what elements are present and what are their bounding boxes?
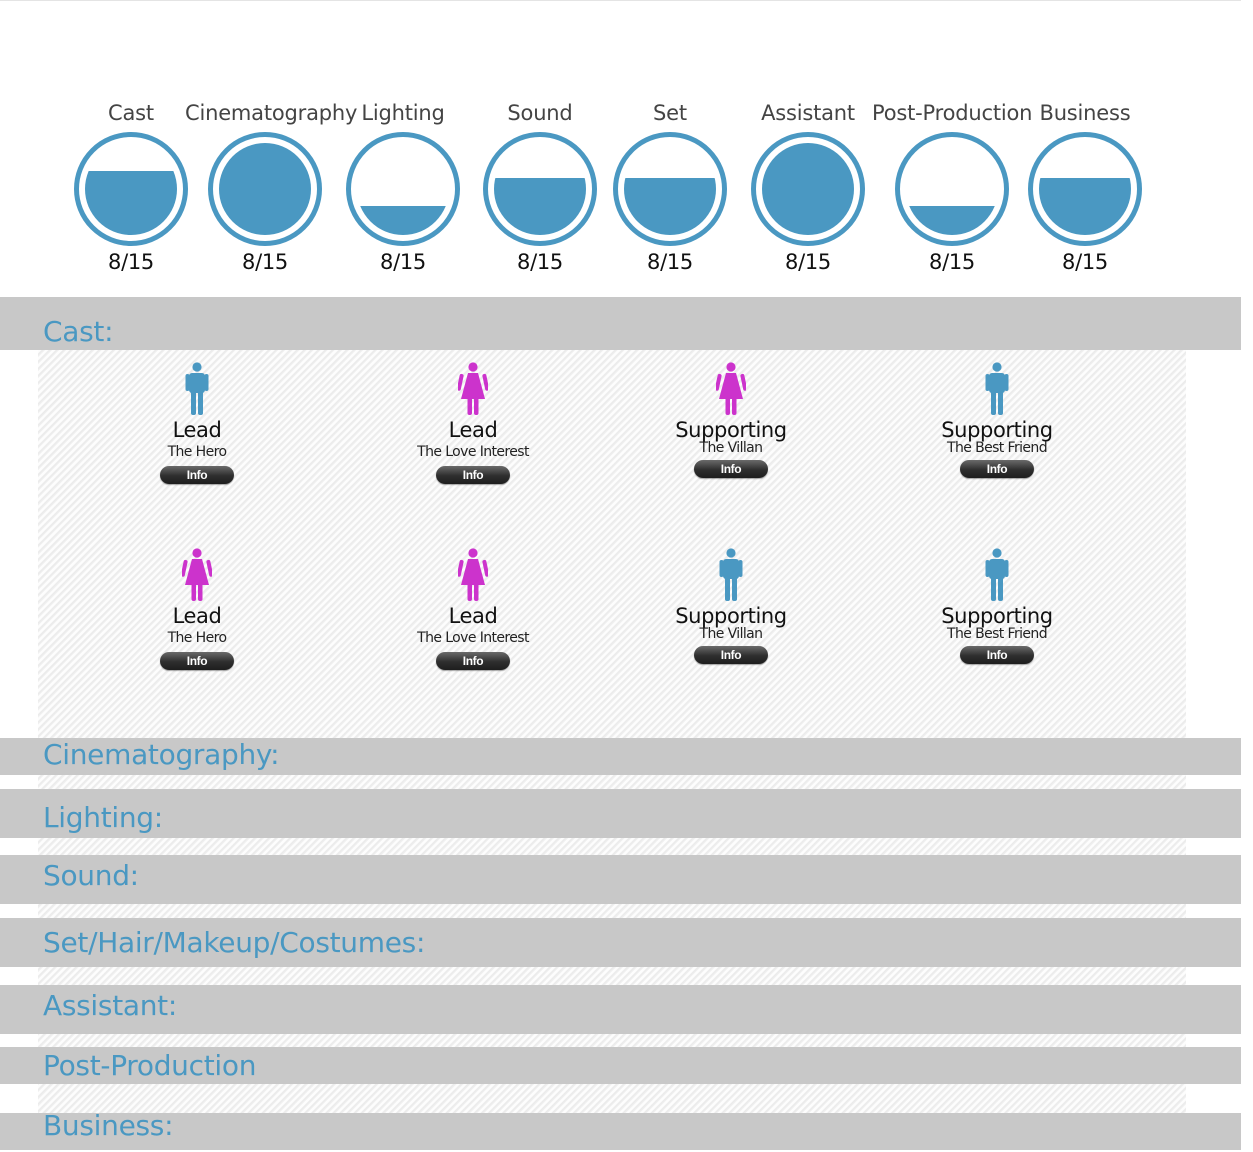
info-button[interactable]: Info	[694, 460, 768, 478]
gauge-label: Post-Production	[872, 101, 1033, 125]
gauge-fill	[624, 177, 716, 235]
gauge-label: Business	[1039, 101, 1131, 125]
cast-character: The Love Interest	[417, 630, 529, 646]
cast-role: Lead	[172, 418, 222, 442]
gauge-ring	[483, 132, 597, 246]
cast-character: The Hero	[167, 630, 227, 646]
gauge-ring	[74, 132, 188, 246]
gauge-fill	[219, 143, 311, 235]
gauge-ring	[895, 132, 1009, 246]
info-button[interactable]: Info	[960, 646, 1034, 664]
gauge-ring	[613, 132, 727, 246]
gauge-value: 8/15	[929, 250, 975, 274]
section-set[interactable]: Set/Hair/Makeup/Costumes:	[0, 918, 1241, 967]
gauge-label: Sound	[507, 101, 573, 125]
gauge-label: Set	[653, 101, 687, 125]
gauge-value: 8/15	[242, 250, 288, 274]
section-title-sound: Sound:	[43, 859, 139, 892]
gauge-sound[interactable]: Sound 8/15	[460, 100, 620, 274]
gauge-value: 8/15	[647, 250, 693, 274]
cast-card: Supporting The Best Friend Info	[907, 548, 1087, 664]
cast-role: Supporting	[675, 418, 787, 442]
female-person-icon	[714, 362, 748, 416]
gauge-fill	[1039, 177, 1131, 235]
info-button[interactable]: Info	[160, 652, 234, 670]
gauge-ring	[751, 132, 865, 246]
info-button[interactable]: Info	[960, 460, 1034, 478]
female-person-icon	[456, 362, 490, 416]
gauge-fill	[762, 143, 854, 235]
cast-card: Lead The Love Interest Info	[383, 362, 563, 484]
cast-role: Lead	[448, 418, 498, 442]
male-person-icon	[982, 362, 1012, 416]
gauge-fill	[357, 205, 449, 235]
gauge-ring	[208, 132, 322, 246]
section-title-cast: Cast:	[43, 315, 114, 348]
cast-card: Lead The Love Interest Info	[383, 548, 563, 670]
section-business[interactable]: Business:	[0, 1109, 1241, 1150]
section-lighting[interactable]: Lighting:	[0, 789, 1241, 838]
gauge-label: Assistant	[761, 101, 855, 125]
gauge-label: Lighting	[361, 101, 445, 125]
section-title-set: Set/Hair/Makeup/Costumes:	[43, 926, 426, 959]
gauge-ring	[1028, 132, 1142, 246]
section-title-lighting: Lighting:	[43, 801, 163, 834]
gauge-cinematography[interactable]: Cinematography 8/15	[185, 100, 358, 274]
gauge-value: 8/15	[380, 250, 426, 274]
cast-character: The Best Friend	[947, 626, 1048, 642]
top-divider	[0, 0, 1241, 1]
info-button[interactable]: Info	[436, 652, 510, 670]
gauge-value: 8/15	[517, 250, 563, 274]
gauge-ring	[346, 132, 460, 246]
gauge-label: Cinematography	[185, 101, 358, 125]
cast-card: Supporting The Villan Info	[641, 362, 821, 478]
female-person-icon	[180, 548, 214, 602]
gauge-fill	[906, 205, 998, 235]
cast-character: The Best Friend	[947, 440, 1048, 456]
gauge-assistant[interactable]: Assistant 8/15	[728, 100, 888, 274]
section-post-production[interactable]: Post-Production	[0, 1047, 1241, 1084]
cast-card: Lead The Hero Info	[107, 548, 287, 670]
gauge-cast[interactable]: Cast 8/15	[51, 100, 211, 274]
male-person-icon	[982, 548, 1012, 602]
info-button[interactable]: Info	[160, 466, 234, 484]
gauge-post-production[interactable]: Post-Production 8/15	[872, 100, 1032, 274]
cast-card: Supporting The Best Friend Info	[907, 362, 1087, 478]
gauge-fill	[494, 177, 586, 235]
gauge-value: 8/15	[785, 250, 831, 274]
section-assistant[interactable]: Assistant:	[0, 985, 1241, 1034]
gauge-fill	[85, 170, 177, 235]
info-button[interactable]: Info	[694, 646, 768, 664]
cast-character: The Hero	[167, 444, 227, 460]
gauge-business[interactable]: Business 8/15	[1005, 100, 1165, 274]
female-person-icon	[456, 548, 490, 602]
gauge-value: 8/15	[108, 250, 154, 274]
cast-role: Lead	[448, 604, 498, 628]
gauge-lighting[interactable]: Lighting 8/15	[323, 100, 483, 274]
cast-character: The Love Interest	[417, 444, 529, 460]
male-person-icon	[182, 362, 212, 416]
cast-card: Supporting The Villan Info	[641, 548, 821, 664]
section-title-post-production: Post-Production	[43, 1049, 257, 1082]
section-title-cinematography: Cinematography:	[43, 738, 280, 771]
info-button[interactable]: Info	[436, 466, 510, 484]
section-title-assistant: Assistant:	[43, 989, 177, 1022]
cast-role: Supporting	[675, 604, 787, 628]
male-person-icon	[716, 548, 746, 602]
cast-character: The Villan	[699, 440, 763, 456]
section-cinematography[interactable]: Cinematography:	[0, 738, 1241, 775]
cast-role: Lead	[172, 604, 222, 628]
cast-card: Lead The Hero Info	[107, 362, 287, 484]
cast-role: Supporting	[941, 604, 1053, 628]
gauge-label: Cast	[108, 101, 154, 125]
gauge-value: 8/15	[1062, 250, 1108, 274]
gauge-set[interactable]: Set 8/15	[590, 100, 750, 274]
section-title-business: Business:	[43, 1109, 174, 1142]
section-sound[interactable]: Sound:	[0, 855, 1241, 904]
section-cast[interactable]: Cast:	[0, 297, 1241, 350]
cast-character: The Villan	[699, 626, 763, 642]
cast-role: Supporting	[941, 418, 1053, 442]
